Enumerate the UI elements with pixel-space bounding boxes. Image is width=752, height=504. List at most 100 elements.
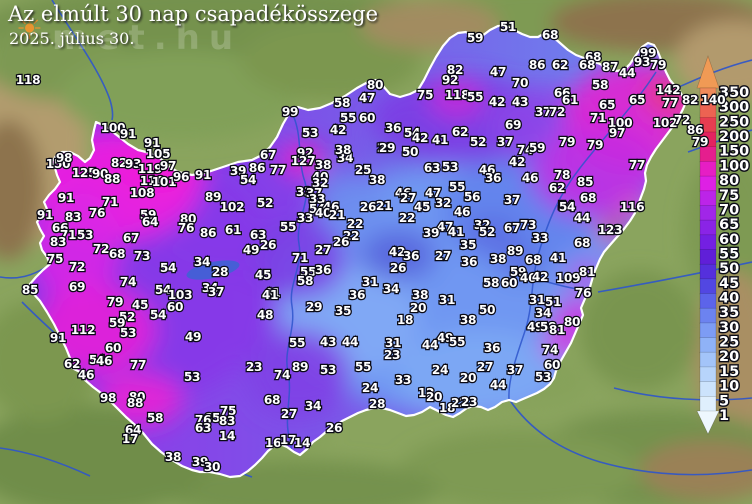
station-value: 50	[402, 145, 418, 159]
station-value: 92	[297, 146, 313, 160]
station-value: 38	[315, 158, 331, 172]
station-value: 34	[383, 282, 399, 296]
station-value: 22	[399, 211, 415, 225]
station-value: 87	[602, 60, 618, 74]
station-value: 24	[362, 381, 378, 395]
station-value: 52	[119, 310, 135, 324]
station-value: 38	[335, 143, 351, 157]
station-value: 91	[58, 191, 74, 205]
station-value: 103	[168, 288, 193, 302]
station-value: 32	[312, 176, 328, 190]
station-value: 101	[152, 175, 177, 189]
station-value: 69	[505, 118, 521, 132]
station-value: 71	[292, 251, 308, 265]
station-value: 55	[289, 336, 305, 350]
station-value: 86	[529, 58, 545, 72]
station-value: 38	[165, 450, 181, 464]
station-value: 86	[249, 161, 265, 175]
station-value: 29	[306, 300, 322, 314]
station-value: 77	[629, 158, 645, 172]
station-value: 73	[520, 218, 536, 232]
station-value: 31	[529, 293, 545, 307]
legend-arrow-bottom	[696, 410, 720, 435]
station-value: 22	[347, 217, 363, 231]
station-value: 49	[185, 330, 201, 344]
station-value: 72	[93, 242, 109, 256]
station-value: 81	[549, 323, 565, 337]
station-value: 58	[297, 274, 313, 288]
legend-segment	[699, 234, 717, 251]
legend-segment	[699, 381, 717, 398]
station-value: 91	[50, 331, 66, 345]
station-value: 85	[577, 175, 593, 189]
station-value: 127	[291, 154, 316, 168]
legend-segment	[699, 366, 717, 383]
station-value: 53	[302, 126, 318, 140]
station-value: 40	[315, 206, 331, 220]
station-value: 119	[138, 162, 163, 176]
station-value: 80	[180, 212, 196, 226]
station-value: 68	[525, 253, 541, 267]
station-value: 150	[46, 157, 71, 171]
station-value: 76	[89, 206, 105, 220]
station-value: 46	[454, 205, 470, 219]
station-value: 65	[629, 93, 645, 107]
station-value: 88	[127, 396, 143, 410]
station-value: 69	[69, 280, 85, 294]
station-value: 47	[490, 65, 506, 79]
station-value: 76	[178, 221, 194, 235]
station-value: 26	[390, 261, 406, 275]
station-value: 75	[47, 252, 63, 266]
station-value: 34	[202, 281, 218, 295]
legend-tick-label: 60	[719, 232, 739, 248]
station-value: 48	[257, 308, 273, 322]
station-value: 54	[160, 261, 176, 275]
station-value: 74	[517, 143, 533, 157]
station-value: 71	[60, 228, 76, 242]
station-value: 37	[306, 186, 322, 200]
station-value: 80	[564, 315, 580, 329]
station-value: 86	[687, 123, 703, 137]
station-value: 46	[323, 200, 339, 214]
station-value: 59	[109, 316, 125, 330]
legend-segment	[699, 337, 717, 354]
station-value: 36	[485, 171, 501, 185]
station-value: 59	[529, 141, 545, 155]
station-value: 34	[535, 306, 551, 320]
station-value: 61	[562, 93, 578, 107]
legend-tick-label: 10	[719, 379, 739, 395]
station-value: 17	[280, 433, 296, 447]
station-value: 37	[507, 363, 523, 377]
station-value: 14	[219, 429, 235, 443]
legend-tick-label: 70	[719, 202, 739, 218]
station-value: 60	[167, 300, 183, 314]
legend-segment	[699, 322, 717, 339]
station-value: 18	[439, 401, 455, 415]
station-value: 42	[489, 95, 505, 109]
station-value: 91	[37, 208, 53, 222]
station-value: 89	[205, 190, 221, 204]
station-value: 52	[479, 225, 495, 239]
station-value: 112	[71, 323, 96, 337]
station-value: 68	[264, 393, 280, 407]
station-value: 109	[556, 271, 581, 285]
legend-segment	[699, 175, 717, 192]
station-value: 77	[662, 96, 678, 110]
station-value: 75	[417, 88, 433, 102]
station-value: 30	[204, 460, 220, 474]
page-title: Az elmúlt 30 nap csapadékösszege	[8, 2, 379, 26]
station-value: 37	[208, 285, 224, 299]
legend-tick-label: 1	[719, 408, 729, 424]
station-value: 92	[442, 73, 458, 87]
station-value: 44	[619, 66, 635, 80]
station-value: 21	[329, 208, 345, 222]
station-value: 45	[255, 268, 271, 282]
station-value: 23	[461, 395, 477, 409]
station-value: 41	[262, 288, 278, 302]
station-value: 47	[425, 186, 441, 200]
station-value: 62	[64, 357, 80, 371]
station-value: 41	[550, 251, 566, 265]
station-value: 56	[464, 190, 480, 204]
station-value: 74	[120, 275, 136, 289]
station-value: 38	[412, 288, 428, 302]
